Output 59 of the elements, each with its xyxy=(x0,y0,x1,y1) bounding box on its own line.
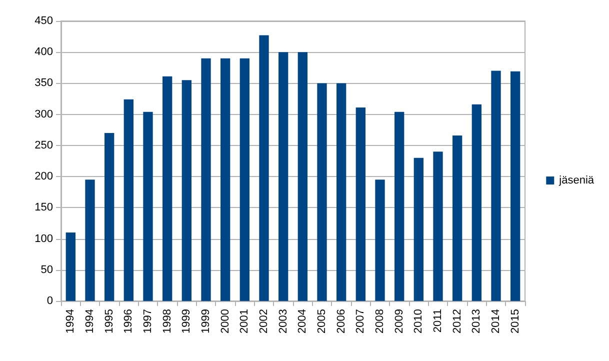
bar xyxy=(472,104,482,301)
x-tick-label: 2013 xyxy=(470,309,483,334)
bar xyxy=(220,58,230,301)
x-tick-label: 2010 xyxy=(412,309,425,334)
x-tick-label: 1994 xyxy=(64,309,77,334)
bar xyxy=(356,107,366,301)
y-tick-label: 250 xyxy=(34,139,53,152)
x-tick-label: 1995 xyxy=(103,309,116,334)
bar xyxy=(85,180,95,301)
y-tick-label: 150 xyxy=(34,202,53,214)
bar xyxy=(124,99,134,301)
x-tick-label: 2008 xyxy=(374,309,386,334)
y-tick-label: 100 xyxy=(34,232,53,245)
bar xyxy=(375,180,385,301)
x-tick-label: 2014 xyxy=(490,309,502,334)
bar xyxy=(317,83,327,301)
y-tick-label: 350 xyxy=(34,77,53,90)
x-tick-label: 2012 xyxy=(451,309,464,334)
x-tick-label: 2002 xyxy=(258,309,270,334)
y-tick-label: 200 xyxy=(34,170,53,183)
bar xyxy=(143,112,153,301)
y-tick-label: 50 xyxy=(40,264,53,276)
x-tick-label: 1997 xyxy=(142,309,154,334)
bar xyxy=(66,232,76,301)
x-tick-label: 2007 xyxy=(354,309,367,334)
x-tick-label: 2003 xyxy=(277,309,290,334)
legend-label: jäseniä xyxy=(558,174,595,186)
bar xyxy=(182,80,192,301)
bar xyxy=(104,133,114,301)
x-tick-label: 2005 xyxy=(316,309,328,334)
x-tick-label: 1998 xyxy=(161,309,174,334)
bar xyxy=(201,58,211,301)
bar xyxy=(336,83,346,301)
bar xyxy=(452,135,462,301)
x-tick-label: 2001 xyxy=(238,309,251,334)
bar xyxy=(510,71,520,301)
x-tick-label: 2011 xyxy=(432,309,444,333)
x-tick-label: 1999 xyxy=(200,309,212,334)
x-tick-label: 2015 xyxy=(509,309,522,334)
bar xyxy=(433,152,443,301)
bar xyxy=(491,70,501,301)
y-tick-label: 450 xyxy=(34,15,53,27)
bar xyxy=(259,35,269,301)
x-tick-label: 2004 xyxy=(296,309,309,334)
x-tick-label: 2000 xyxy=(219,309,232,334)
y-tick-label: 300 xyxy=(34,108,53,120)
bar xyxy=(298,52,308,301)
bar xyxy=(278,52,288,301)
y-tick-label: 0 xyxy=(46,295,53,307)
x-tick-label: 1994 xyxy=(84,309,96,334)
x-tick-label: 2009 xyxy=(393,309,406,334)
bar xyxy=(240,58,250,301)
x-tick-label: 2006 xyxy=(335,309,348,334)
x-tick-label: 1999 xyxy=(180,309,193,334)
x-tick-label: 1996 xyxy=(122,309,135,334)
y-tick-label: 400 xyxy=(34,46,53,58)
bar xyxy=(394,112,404,301)
bar xyxy=(414,158,424,301)
bar xyxy=(162,76,172,301)
